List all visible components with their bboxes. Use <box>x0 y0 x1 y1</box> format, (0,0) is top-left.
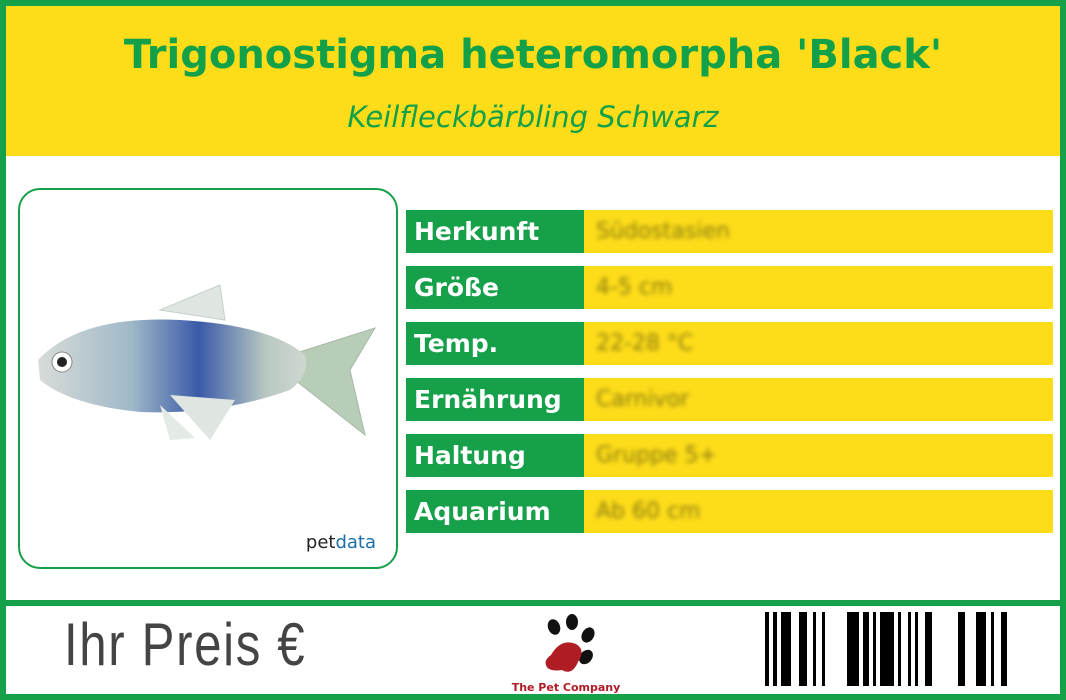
fact-value: Gruppe 5+ <box>596 443 717 468</box>
fact-label: Haltung <box>408 434 584 477</box>
barcode-bar <box>781 612 791 686</box>
price-label: Ihr Preis € <box>64 611 307 678</box>
credit-prefix: pet <box>305 532 336 553</box>
fact-label: Temp. <box>408 322 584 365</box>
fact-label: Ernährung <box>408 378 584 421</box>
barcode-bar <box>991 612 994 686</box>
barcode-bar <box>880 612 894 686</box>
fact-row-groesse: Größe 4-5 cm <box>406 266 1053 309</box>
fact-value: Ab 60 cm <box>596 499 701 524</box>
barcode-bar <box>863 612 869 686</box>
barcode-bar <box>822 612 825 686</box>
fact-row-temp: Temp. 22-28 °C <box>406 322 1053 365</box>
barcode-bar <box>925 612 932 686</box>
header: Trigonostigma heteromorpha 'Black' Keilf… <box>6 6 1060 156</box>
barcode-bar <box>898 612 901 686</box>
barcode-bar <box>915 612 918 686</box>
barcode-bar <box>908 612 911 686</box>
fish-image <box>38 284 377 440</box>
pet-company-logo: The Pet Company <box>506 610 626 696</box>
logo-text: The Pet Company <box>511 681 621 694</box>
footer-divider <box>6 600 1060 606</box>
fact-label: Aquarium <box>408 490 584 533</box>
barcode-bar <box>773 612 777 686</box>
petdata-credit: petdata <box>306 532 376 553</box>
barcode-bar <box>847 612 859 686</box>
barcode-bar <box>976 612 986 686</box>
barcode-bar <box>765 612 769 686</box>
fact-value: Südostasien <box>596 219 730 244</box>
barcode-bar <box>799 612 807 686</box>
barcode <box>765 612 1007 686</box>
barcode-bar <box>813 612 816 686</box>
fact-value: Carnivor <box>596 387 690 412</box>
fact-row-haltung: Haltung Gruppe 5+ <box>406 434 1053 477</box>
fish-photo: petdata <box>18 188 398 569</box>
credit-suffix: data <box>335 532 376 553</box>
fact-value: 22-28 °C <box>596 331 694 356</box>
fact-label: Größe <box>408 266 584 309</box>
barcode-bar <box>958 612 965 686</box>
fact-value: 4-5 cm <box>596 275 673 300</box>
fact-row-aquarium: Aquarium Ab 60 cm <box>406 490 1053 533</box>
paw-icon <box>545 614 595 672</box>
fact-row-ernaehrung: Ernährung Carnivor <box>406 378 1053 421</box>
common-name: Keilfleckbärbling Schwarz <box>347 100 719 134</box>
fact-row-herkunft: Herkunft Südostasien <box>406 210 1053 253</box>
species-title: Trigonostigma heteromorpha 'Black' <box>123 32 943 78</box>
barcode-bar <box>1001 612 1007 686</box>
fact-label: Herkunft <box>408 210 584 253</box>
barcode-bar <box>873 612 876 686</box>
